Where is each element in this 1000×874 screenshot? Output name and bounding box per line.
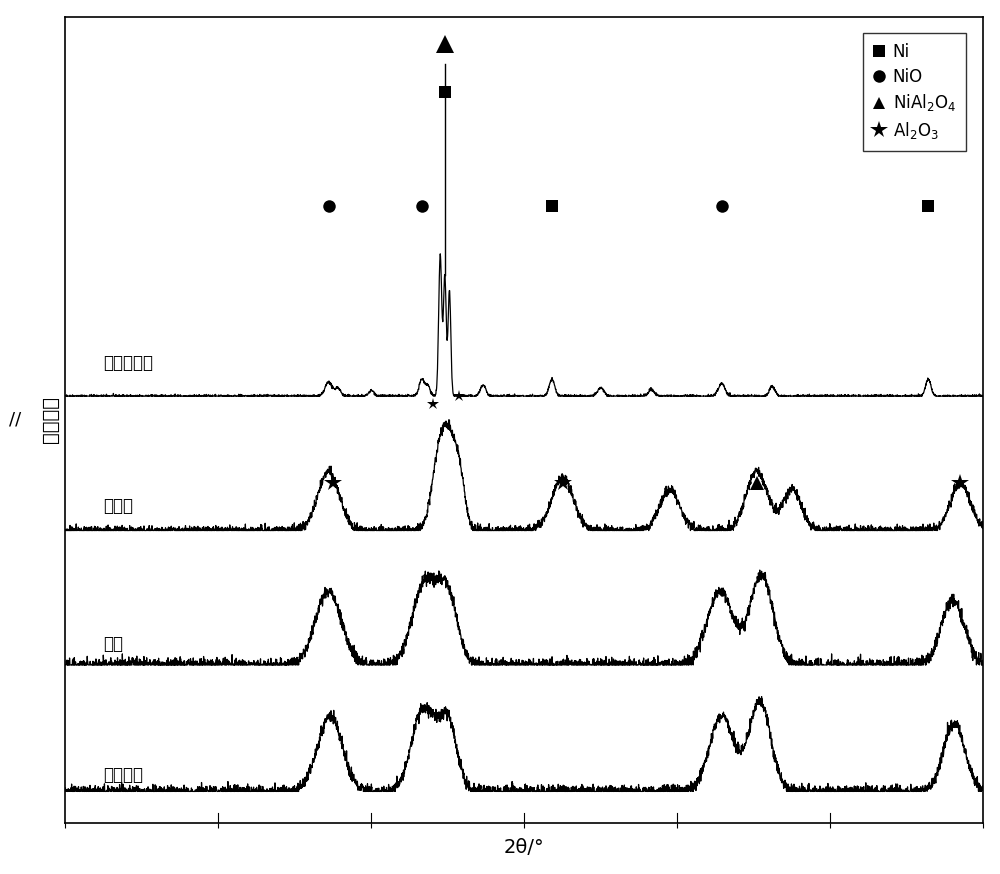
Text: 浸溍燃烧: 浸溍燃烧: [104, 766, 144, 783]
Text: //: //: [9, 411, 21, 429]
X-axis label: 2θ/°: 2θ/°: [504, 838, 545, 857]
Text: 共燃烧: 共燃烧: [104, 496, 134, 515]
Y-axis label: 衍射强度: 衍射强度: [41, 397, 60, 443]
Legend: Ni, NiO, NiAl$_2$O$_4$, Al$_2$O$_3$: Ni, NiO, NiAl$_2$O$_4$, Al$_2$O$_3$: [863, 33, 966, 151]
Text: 浸溍: 浸溍: [104, 635, 124, 653]
Text: 无载体燃烧: 无载体燃烧: [104, 355, 154, 372]
